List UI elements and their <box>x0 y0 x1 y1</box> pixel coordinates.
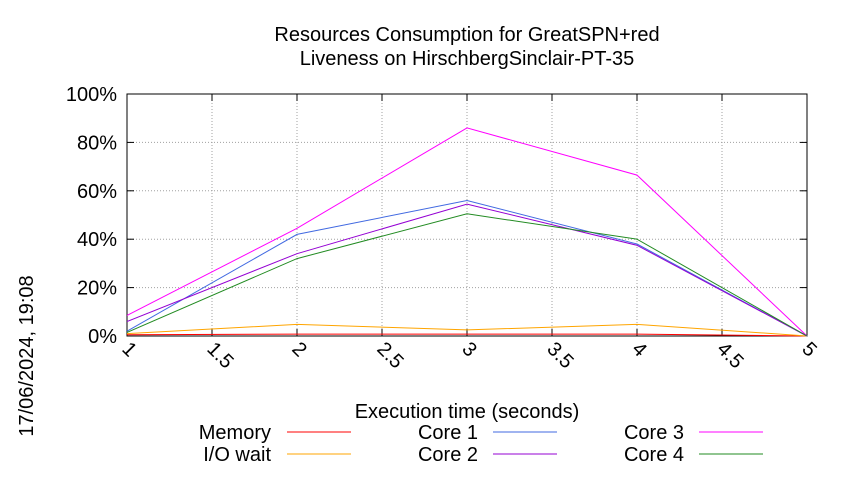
legend-label-core-1: Core 1 <box>418 422 478 444</box>
y-tick-label: 20% <box>77 278 117 300</box>
timestamp-label: 17/06/2024, 19:08 <box>16 275 38 436</box>
x-tick-label: 3.5 <box>542 338 577 373</box>
y-tick-label: 0% <box>88 326 117 348</box>
series-line-core-1 <box>126 199 808 337</box>
series-layer <box>126 127 808 337</box>
legend-label-i-o-wait: I/O wait <box>203 444 271 466</box>
y-axis: 0% 20% 40% 60% 80% 100% <box>66 84 807 348</box>
x-tick-label: 5 <box>797 338 820 361</box>
chart-title-line2: Liveness on HirschbergSinclair-PT-35 <box>300 48 635 70</box>
legend-label-core-3: Core 3 <box>624 422 684 444</box>
x-axis-label: Execution time (seconds) <box>355 401 580 423</box>
x-tick-label: 1.5 <box>202 338 237 373</box>
series-line-i-o-wait <box>126 323 808 337</box>
grid-layer <box>127 94 807 336</box>
chart-title-line1: Resources Consumption for GreatSPN+red <box>274 24 659 46</box>
x-tick-label: 3 <box>457 338 480 361</box>
y-tick-label: 40% <box>77 229 117 251</box>
series-line-core-2 <box>126 203 808 337</box>
legend-label-core-2: Core 2 <box>418 444 478 466</box>
x-tick-label: 1 <box>117 338 140 361</box>
y-tick-label: 80% <box>77 132 117 154</box>
series-line-core-4 <box>126 213 808 337</box>
x-tick-label: 2 <box>287 338 310 361</box>
x-tick-label: 4.5 <box>712 338 747 373</box>
y-tick-label: 100% <box>66 84 117 106</box>
series-line-memory <box>126 333 808 337</box>
legend-label-memory: Memory <box>199 422 271 444</box>
x-tick-label: 2.5 <box>372 338 407 373</box>
x-axis: 1 1.5 2 2.5 3 3.5 4 4.5 5 <box>117 94 821 373</box>
series-line-core-3 <box>126 127 808 337</box>
legend-label-core-4: Core 4 <box>624 444 684 466</box>
x-tick-label: 4 <box>627 338 650 361</box>
y-tick-label: 60% <box>77 181 117 203</box>
